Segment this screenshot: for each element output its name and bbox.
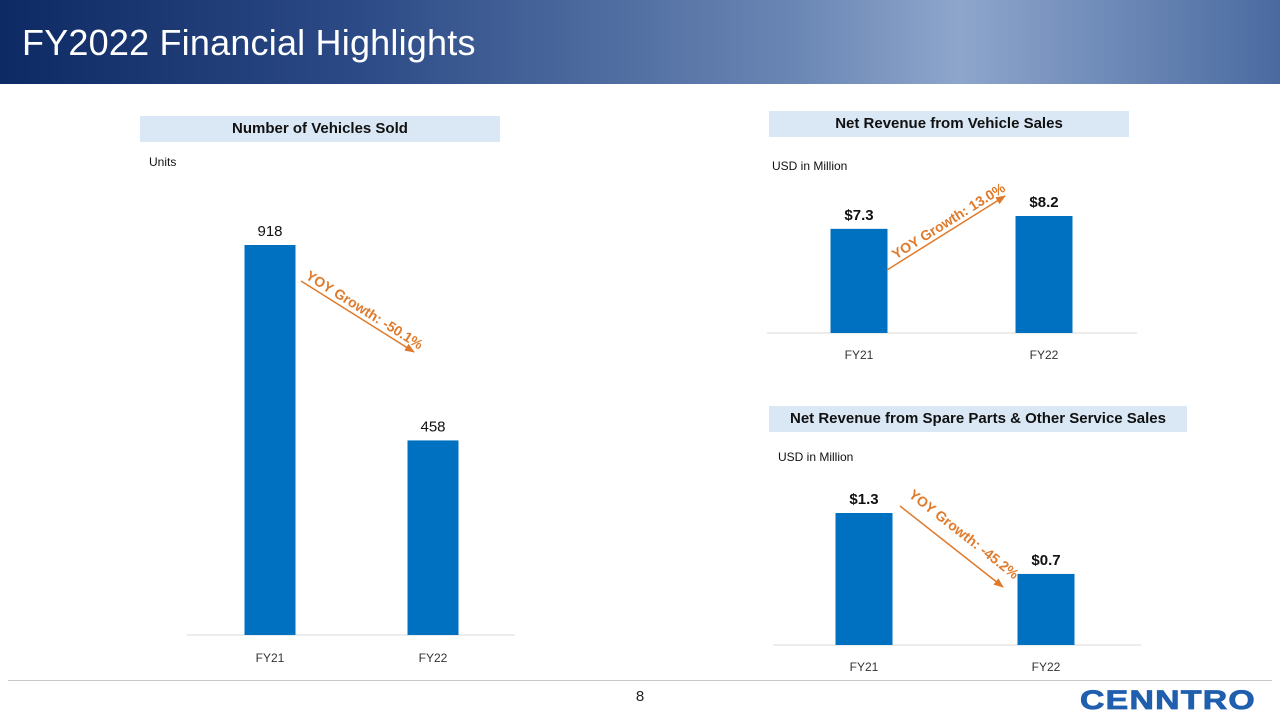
- footer-divider: [8, 680, 1272, 681]
- chart1-tick-label: FY21: [256, 651, 285, 665]
- chart1-bar-fy21: [244, 245, 296, 635]
- chart3-growth-arrow: [899, 505, 1004, 588]
- chart1-growth-annotation: YOY Growth: -50.1%: [303, 267, 426, 353]
- chart1-tick-label: FY22: [419, 651, 448, 665]
- chart-title-spare-parts-revenue: Net Revenue from Spare Parts & Other Ser…: [769, 406, 1187, 432]
- cenntro-logo: CENNTRO: [1080, 685, 1256, 716]
- chart3-tick-label: FY21: [850, 660, 879, 674]
- unit-label-spare-parts-revenue: USD in Million: [778, 450, 854, 464]
- chart1-growth-arrow: [300, 280, 415, 353]
- chart2-tick-label: FY22: [1030, 348, 1059, 362]
- chart2-growth-arrow: [886, 195, 1006, 271]
- page-title: FY2022 Financial Highlights: [22, 22, 476, 63]
- chart1-value-label: 458: [420, 418, 445, 435]
- svg-text:CENNTRO: CENNTRO: [1080, 685, 1256, 715]
- chart-title-vehicle-revenue: Net Revenue from Vehicle Sales: [769, 111, 1129, 137]
- chart3-tick-label: FY22: [1032, 660, 1061, 674]
- unit-label-vehicles-sold: Units: [149, 155, 177, 169]
- chart-title-vehicles-sold: Number of Vehicles Sold: [140, 116, 500, 142]
- header-banner: FY2022 Financial Highlights: [0, 0, 1280, 84]
- chart3-value-label: $1.3: [849, 491, 878, 508]
- chart1-value-label: 918: [257, 223, 282, 240]
- page-number: 8: [635, 688, 645, 705]
- chart3-bar-fy22: [1017, 573, 1075, 645]
- unit-label-vehicle-revenue: USD in Million: [772, 159, 848, 173]
- chart2-value-label: $7.3: [844, 207, 873, 224]
- chart3-bar-fy21: [835, 513, 893, 645]
- chart2-tick-label: FY21: [845, 348, 874, 362]
- chart1-bar-fy22: [407, 440, 459, 635]
- chart3-value-label: $0.7: [1031, 552, 1060, 569]
- chart2-growth-annotation: YOY Growth: 13.0%: [889, 179, 1008, 262]
- chart2-bar-fy22: [1015, 216, 1073, 333]
- chart3-growth-annotation: YOY Growth: -45.2%: [906, 486, 1023, 582]
- chart2-bar-fy21: [830, 228, 888, 333]
- chart2-value-label: $8.2: [1029, 194, 1058, 211]
